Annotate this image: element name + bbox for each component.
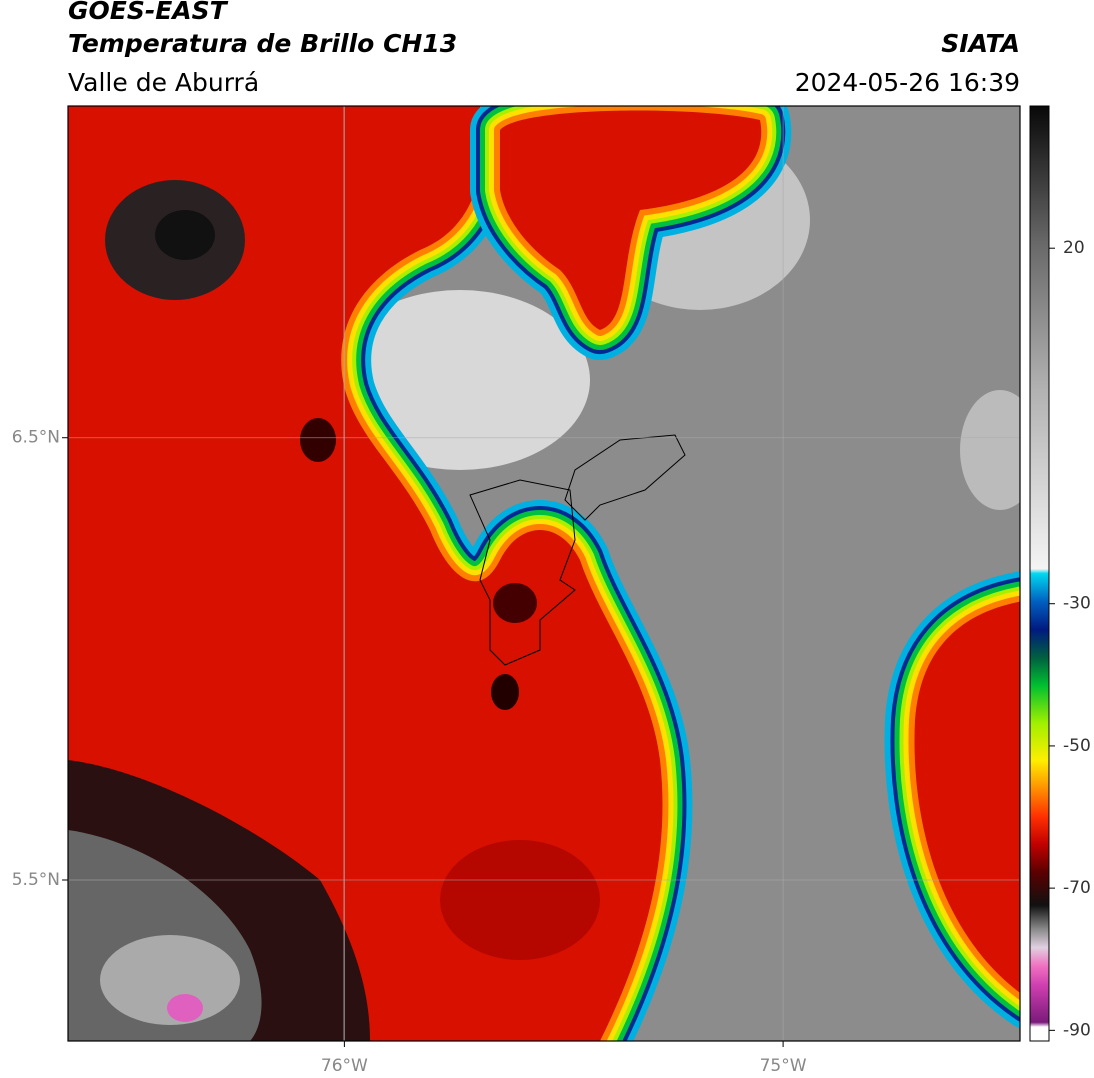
y-tick-label: 5.5°N (12, 870, 60, 890)
colorbar-tick-label: 20 (1063, 238, 1085, 258)
colorbar-tick-label: -30 (1063, 594, 1091, 614)
colorbar-tick-label: -70 (1063, 878, 1091, 898)
cloud-region (914, 601, 1020, 993)
subtitle: Temperatura de Brillo CH13 (68, 29, 457, 58)
map-frame (67, 105, 1021, 1042)
cloud-region (500, 110, 762, 330)
y-tick-label: 6.5°N (12, 428, 60, 448)
title: GOES-EAST (68, 0, 229, 25)
x-tick-label: 75°W (760, 1056, 807, 1076)
datetime: 2024-05-26 16:39 (795, 68, 1020, 97)
region: Valle de Aburrá (68, 68, 259, 97)
x-tick-label: 76°W (321, 1056, 368, 1076)
colorbar-tick-label: -50 (1063, 736, 1091, 756)
colorbar-tick-label: -90 (1063, 1020, 1091, 1040)
cloud-region (68, 106, 663, 1041)
satellite-image (68, 106, 1020, 1041)
source: SIATA (941, 29, 1020, 58)
colorbar (1029, 105, 1050, 1042)
